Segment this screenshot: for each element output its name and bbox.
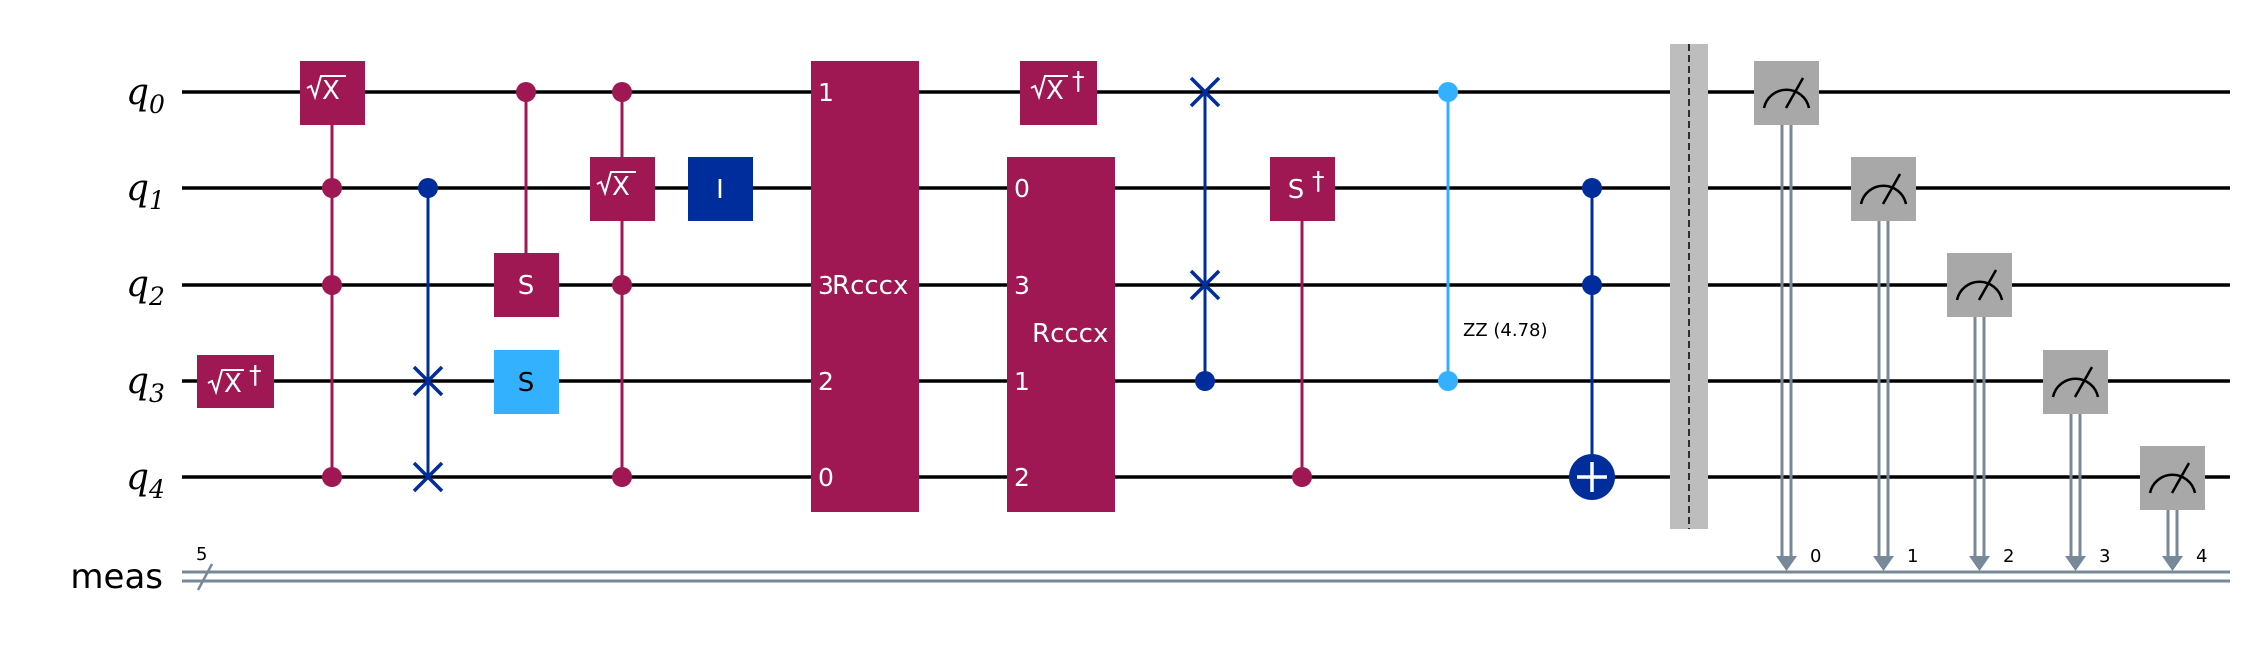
measure-bit-label: 4 [2196,546,2207,567]
svg-text:2: 2 [1014,463,1030,492]
svg-text:1: 1 [1014,367,1030,396]
rzz-dot-q3 [1438,371,1458,391]
svg-text:Rcccx: Rcccx [832,271,908,301]
measure-q3: 3 [2043,350,2110,571]
control-dot-q2 [612,275,632,295]
svg-text:X: X [322,76,340,106]
sx-target-q0 [300,61,365,125]
qubit-label-q4: q4 [126,457,165,504]
control-dot-q1 [418,178,438,198]
control-dot-q2 [1582,275,1602,295]
svg-text:3: 3 [1014,271,1030,300]
svg-text:1: 1 [818,78,834,107]
control-dot-q0 [612,82,632,102]
control-dot-q4 [612,467,632,487]
measure-bit-label: 2 [2003,546,2014,567]
controlled-swap-gate-2 [1189,76,1221,391]
sx-target-q1 [590,157,655,221]
svg-text:I: I [716,175,724,205]
svg-text:X: X [612,172,630,202]
toffoli-gate [1569,178,1615,500]
sdg-target-q1 [1270,157,1335,221]
bus-slash [196,563,214,591]
control-dot-q1 [322,178,342,198]
classical-register-label: meas [70,557,163,597]
control-dot-q0 [516,82,536,102]
identity-gate-q1: I [688,157,753,221]
svg-text:S: S [1288,175,1305,205]
qubit-label-q3: q3 [126,361,165,408]
rzz-parameter-label: ZZ (4.78) [1463,320,1548,341]
svg-text:†: † [249,360,262,389]
control-dot-q4 [1292,467,1312,487]
svg-text:X: X [224,369,242,399]
qubit-label-q2: q2 [126,264,165,311]
measure-bit-label: 0 [1810,546,1821,567]
svg-text:†: † [1072,66,1085,95]
rzz-dot-q0 [1438,82,1458,102]
swap-cross-q0 [1189,76,1221,108]
measure-bit-label: 3 [2099,546,2110,567]
svg-text:2: 2 [818,367,834,396]
svg-text:S: S [518,368,535,398]
multi-controlled-sx-gate: X [300,61,365,487]
svg-text:S: S [518,271,535,301]
svg-text:†: † [1312,166,1325,195]
barrier [1670,44,1708,529]
control-dot-q2 [322,275,342,295]
controlled-sdg-gate: S † [1270,157,1335,487]
s-gate-q3: S [494,350,559,414]
control-dot-q3 [1195,371,1215,391]
qubit-label-q0: q0 [126,72,165,119]
s-target-q2 [494,253,559,317]
measure-q0: 0 [1754,61,1821,571]
svg-text:3: 3 [818,271,834,300]
svg-text:0: 0 [818,463,834,492]
svg-text:Rcccx: Rcccx [1032,319,1108,349]
qubit-label-q1: q1 [126,168,165,215]
rzz-gate: ZZ (4.78) [1438,82,1548,391]
classical-wire: 5 [182,544,2230,591]
control-dot-q1 [1582,178,1602,198]
swap-cross-q2 [1189,269,1221,301]
measure-q2: 2 [1947,253,2014,571]
measure-bit-label: 1 [1907,546,1918,567]
svg-text:0: 0 [1014,174,1030,203]
sxdg-gate-q3: X † [197,355,274,408]
control-dot-q4 [322,467,342,487]
controlled-swap-gate [412,178,444,493]
bus-width-label: 5 [196,544,207,565]
multi-controlled-sx-gate-2: X [590,82,655,487]
controlled-s-gate: S [494,82,559,317]
sxdg-gate-q0: X † [1020,61,1097,125]
measure-q1: 1 [1851,157,1918,571]
swap-cross-q3 [412,365,444,397]
measure-q4: 4 [2140,446,2207,571]
svg-text:X: X [1046,76,1064,106]
swap-cross-q4 [412,461,444,493]
rcccx-gate-1: 1 3 Rcccx 2 0 [811,61,919,512]
rcccx-gate-2: 0 3 Rcccx 1 2 [1007,157,1115,512]
wire-labels: q0 q1 q2 q3 q4 meas [70,72,165,597]
